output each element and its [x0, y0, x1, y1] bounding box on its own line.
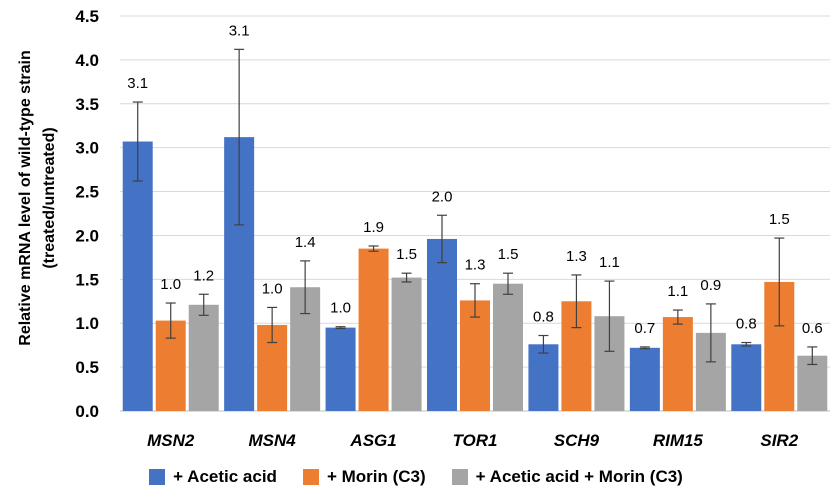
data-labels: 3.1 1.0 1.2 3.1 1.0 1.4 1.0 1.9 1.5 2.0 1.3 1.5 0.8 1…	[127, 22, 822, 337]
x-category-label: SCH9	[554, 431, 600, 450]
x-category-label: SIR2	[760, 431, 798, 450]
error-bar	[538, 334, 549, 354]
error-bar	[368, 245, 379, 252]
bar	[188, 304, 219, 411]
data-label: 1.4	[295, 234, 316, 251]
bars	[122, 137, 828, 411]
legend-item-acetic-acid-morin: + Acetic acid + Morin (C3)	[451, 467, 683, 487]
data-label: 1.0	[262, 280, 283, 297]
y-axis-label-line-1: Relative mRNA level of wild-type strain	[17, 50, 34, 345]
error-bar	[705, 303, 716, 363]
y-tick-label: 4.0	[75, 51, 99, 70]
data-label: 1.1	[667, 283, 688, 300]
data-label: 1.9	[363, 219, 384, 236]
data-label: 1.5	[498, 246, 519, 263]
data-label: 0.8	[533, 309, 554, 326]
bar	[358, 248, 389, 411]
bar	[460, 300, 490, 411]
error-bar	[267, 306, 278, 344]
data-label: 1.0	[330, 300, 351, 317]
error-bar	[503, 272, 513, 295]
data-label: 2.0	[432, 188, 453, 205]
legend-label-acetic-acid: + Acetic acid	[173, 467, 277, 486]
error-bar	[198, 293, 209, 316]
error-bar	[639, 346, 650, 350]
data-label: 1.5	[769, 211, 790, 228]
data-label: 1.2	[193, 267, 214, 284]
data-label: 0.8	[736, 316, 757, 333]
data-label: 3.1	[229, 22, 250, 39]
data-label: 1.5	[396, 246, 417, 263]
error-bar	[437, 214, 447, 264]
y-tick-label: 4.5	[75, 7, 99, 26]
error-bar	[335, 326, 346, 330]
bar	[427, 238, 457, 411]
error-bar	[401, 272, 412, 283]
legend-label-morin: + Morin (C3)	[326, 467, 426, 486]
bar-chart: 0.0 0.5 1.0 1.5 2.0 2.5 3.0 3.5 4.0 4.5 Relative …	[17, 7, 830, 450]
error-bar	[807, 346, 818, 366]
bar	[731, 344, 762, 411]
data-label: 1.1	[599, 254, 620, 271]
legend-swatch-acetic-acid-morin	[451, 469, 468, 485]
data-label: 1.3	[566, 248, 587, 265]
y-tick-label: 2.0	[75, 226, 99, 245]
x-category-label: ASG1	[349, 431, 396, 450]
y-tick-label: 1.0	[75, 314, 99, 333]
error-bar	[165, 302, 176, 339]
x-category-label: MSN4	[249, 431, 297, 450]
bar	[493, 283, 523, 411]
bar	[662, 317, 693, 411]
y-tick-label: 0.5	[75, 358, 99, 377]
error-bars	[132, 48, 818, 366]
data-label: 3.1	[127, 75, 148, 92]
error-bar	[234, 48, 245, 226]
data-label: 0.9	[700, 277, 721, 294]
error-bar	[604, 280, 615, 352]
data-label: 0.7	[634, 320, 655, 337]
data-label: 1.3	[465, 257, 486, 274]
y-tick-label: 0.0	[75, 402, 99, 421]
legend: + Acetic acid + Morin (C3) + Acetic acid…	[0, 462, 832, 492]
x-category-label: TOR1	[452, 431, 497, 450]
legend-label-acetic-acid-morin: + Acetic acid + Morin (C3)	[475, 467, 683, 486]
y-tick-label: 1.5	[75, 270, 99, 289]
error-bar	[672, 309, 683, 325]
bar	[122, 141, 153, 411]
y-tick-label: 3.5	[75, 95, 99, 114]
error-bar	[774, 237, 785, 327]
x-category-label: MSN2	[147, 431, 195, 450]
error-bar	[132, 101, 143, 182]
x-category-label: RIM15	[653, 431, 704, 450]
legend-item-morin: + Morin (C3)	[302, 467, 426, 487]
error-bar	[470, 283, 480, 318]
legend-swatch-acetic-acid	[149, 469, 166, 485]
bar	[325, 327, 356, 411]
bar	[629, 347, 660, 411]
error-bar	[571, 274, 582, 329]
bar	[528, 344, 559, 411]
y-tick-label: 3.0	[75, 139, 99, 158]
error-bar	[300, 260, 311, 315]
data-label: 1.0	[160, 276, 181, 293]
y-tick-label: 2.5	[75, 183, 99, 202]
x-axis-categories: MSN2 MSN4 ASG1 TOR1 SCH9 RIM15 SIR2	[147, 431, 799, 450]
error-bar	[741, 341, 752, 347]
data-label: 0.6	[802, 320, 823, 337]
y-axis-ticks: 0.0 0.5 1.0 1.5 2.0 2.5 3.0 3.5 4.0 4.5	[75, 7, 99, 421]
legend-item-acetic-acid: + Acetic acid	[149, 467, 277, 487]
bar	[391, 277, 422, 411]
y-axis-label-line-2: (treated/untreated)	[41, 127, 58, 268]
legend-swatch-morin	[302, 469, 319, 485]
